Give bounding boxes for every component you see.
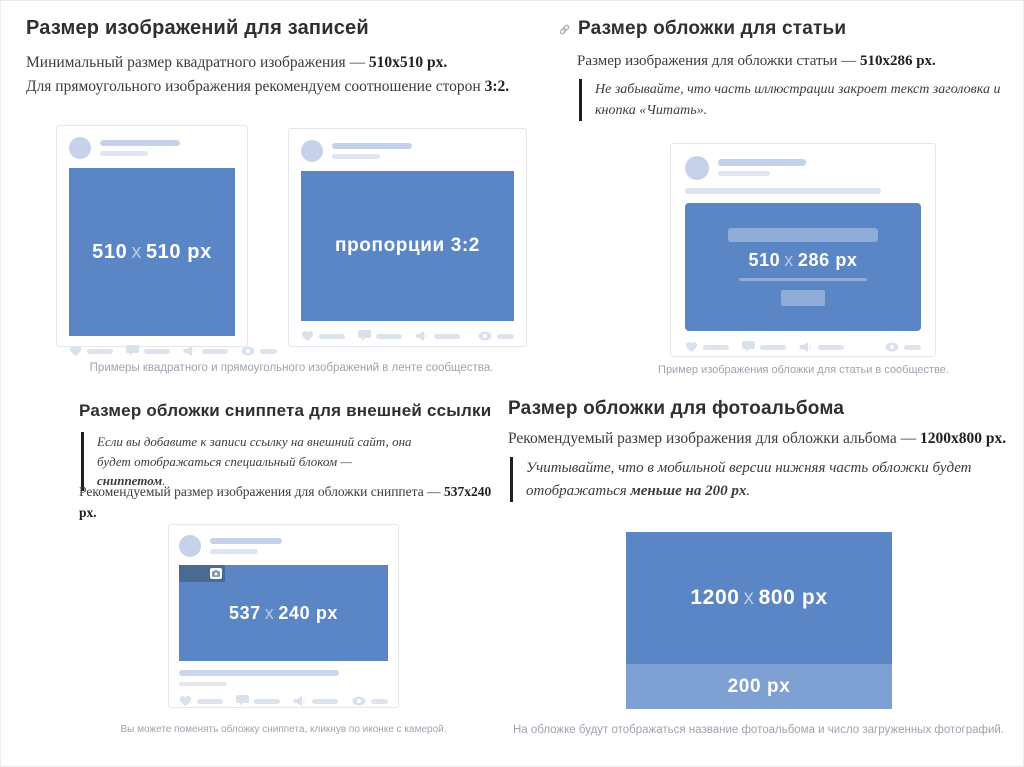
like-icon: [70, 346, 81, 356]
rect-image-placeholder: пропорции 3:2: [301, 171, 514, 321]
posts-description: Минимальный размер квадратного изображен…: [26, 51, 556, 99]
like-icon: [686, 342, 697, 352]
avatar: [69, 137, 91, 159]
snippet-size-label: 537 x 240 px: [228, 602, 339, 623]
album-note: Учитывайте, что в мобильной версии нижня…: [510, 457, 996, 502]
link-icon: [559, 24, 570, 34]
post-date-placeholder: [332, 154, 380, 159]
article-note: Не забывайте, что часть иллюстрации закр…: [579, 79, 1023, 121]
article-title-placeholder: [728, 228, 878, 242]
avatar: [179, 535, 201, 557]
post-actions: [671, 331, 935, 363]
posts-caption: Примеры квадратного и прямоугольного изо…: [89, 362, 494, 374]
comment-icon: [742, 341, 755, 352]
share-icon: [799, 342, 811, 352]
views-icon: [885, 342, 899, 352]
strip-size-label: 200 px: [727, 675, 791, 697]
share-icon: [415, 331, 427, 341]
article-title-row: Размер обложки для статьи: [558, 18, 846, 40]
link-title-placeholder: [179, 670, 339, 676]
views-icon: [352, 696, 366, 706]
author-name-placeholder: [332, 143, 412, 149]
like-icon: [302, 331, 313, 341]
post-actions: [169, 686, 398, 716]
snippet-post-mockup: 537 x 240 px: [168, 524, 399, 708]
post-header: [169, 525, 398, 565]
article-description: Размер изображения для обложки статьи — …: [577, 53, 936, 69]
views-icon: [241, 346, 255, 356]
snippet-description: Рекомендуемый размер изображения для обл…: [79, 484, 492, 520]
snippet-tab: [179, 565, 225, 582]
comment-icon: [126, 345, 139, 356]
read-button-placeholder: [781, 290, 825, 306]
like-icon: [180, 696, 191, 706]
article-cover-placeholder: 510 x 286 px: [685, 203, 921, 331]
post-date-placeholder: [210, 549, 258, 554]
ratio-label: пропорции 3:2: [335, 235, 480, 256]
album-size-label: 1200 x 800 px: [690, 586, 828, 609]
post-header: [671, 144, 935, 186]
post-header: [289, 129, 526, 171]
post-date-placeholder: [100, 151, 148, 156]
post-text-placeholder: [685, 188, 881, 194]
snippet-cover-placeholder: 537 x 240 px: [179, 565, 388, 661]
snippet-section-title: Размер обложки сниппета для внешней ссыл…: [79, 401, 492, 420]
square-post-mockup: 510 x 510 px: [56, 125, 277, 356]
album-main-area: 1200 x 800 px: [626, 532, 892, 664]
comment-icon: [358, 330, 371, 341]
rect-post-mockup: пропорции 3:2: [288, 128, 527, 347]
square-size-label: 510 x 510 px: [92, 240, 212, 263]
album-crop-strip: 200 px: [626, 664, 892, 709]
album-section-title: Размер обложки для фотоальбома: [508, 398, 845, 419]
post-header: [57, 126, 247, 168]
article-size-label: 510 x 286 px: [748, 250, 858, 270]
share-icon: [293, 696, 305, 706]
article-subtitle-placeholder: [739, 278, 867, 281]
comment-icon: [236, 695, 249, 706]
views-icon: [478, 331, 492, 341]
camera-icon: [210, 568, 222, 579]
post-date-placeholder: [718, 171, 770, 176]
article-post-mockup: 510 x 286 px: [670, 143, 936, 357]
author-name-placeholder: [100, 140, 180, 146]
album-description: Рекомендуемый размер изображения для обл…: [508, 430, 1007, 447]
posts-line2-ratio: 3:2.: [484, 78, 510, 96]
author-name-placeholder: [718, 159, 806, 166]
album-cover-mockup: 1200 x 800 px 200 px: [626, 532, 892, 709]
post-actions: [289, 321, 526, 351]
link-domain-placeholder: [179, 682, 227, 686]
posts-line2: Для прямоугольного изображения рекоменду…: [26, 78, 485, 96]
posts-line1: Минимальный размер квадратного изображен…: [26, 54, 369, 71]
snippet-note: Если вы добавите к записи ссылку на внеш…: [81, 432, 419, 491]
share-icon: [183, 346, 195, 356]
avatar: [685, 156, 709, 180]
posts-line1-size: 510x510 px.: [368, 54, 448, 71]
author-name-placeholder: [210, 538, 282, 544]
article-section-title: Размер обложки для статьи: [578, 18, 847, 39]
article-caption: Пример изображения обложки для статьи в …: [658, 364, 949, 376]
square-image-placeholder: 510 x 510 px: [69, 168, 235, 336]
post-actions: [57, 336, 277, 366]
album-caption: На обложке будут отображаться название ф…: [512, 724, 1005, 736]
avatar: [301, 140, 323, 162]
posts-section-title: Размер изображений для записей: [26, 17, 369, 39]
snippet-caption: Вы можете поменять обложку сниппета, кли…: [120, 724, 447, 735]
